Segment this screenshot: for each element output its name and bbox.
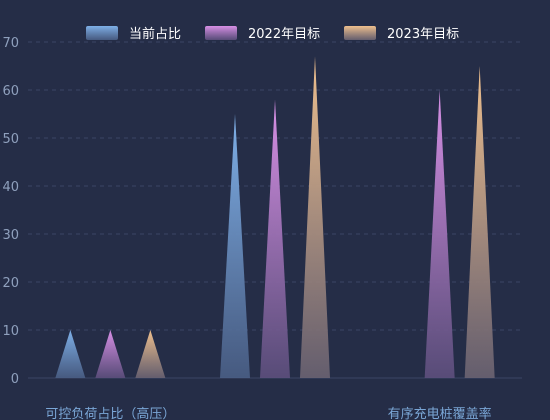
bar-2022年目标-2[interactable]	[424, 90, 455, 378]
y-tick-label: 60	[2, 84, 19, 99]
legend: 当前占比 2022年目标 2023年目标	[86, 26, 459, 42]
legend-swatch[interactable]	[205, 26, 237, 40]
x-category-label: 可控负荷占比（高压）	[45, 406, 175, 420]
y-tick-label: 40	[2, 180, 19, 195]
legend-label[interactable]: 2023年目标	[387, 27, 459, 42]
y-tick-label: 30	[2, 228, 19, 243]
x-axis-labels: 可控负荷占比（高压） 有序充电桩覆盖率	[45, 406, 491, 420]
legend-label[interactable]: 当前占比	[129, 26, 181, 42]
y-tick-label: 20	[2, 276, 19, 291]
y-axis-ticks: 0 10 20 30 40 50 60 70	[2, 36, 19, 387]
bar-layer	[55, 56, 495, 379]
bar-2023年目标-1[interactable]	[300, 56, 330, 379]
y-tick-label: 70	[2, 36, 19, 51]
bar-2023年目标-0[interactable]	[135, 330, 166, 378]
y-tick-label: 50	[2, 132, 19, 147]
bar-2023年目标-2[interactable]	[464, 66, 495, 378]
legend-swatch[interactable]	[86, 26, 118, 40]
x-category-label: 有序充电桩覆盖率	[388, 406, 492, 420]
legend-swatch[interactable]	[344, 26, 376, 40]
y-tick-label: 0	[11, 372, 19, 387]
bar-2022年目标-1[interactable]	[260, 99, 290, 378]
y-tick-label: 10	[2, 324, 19, 339]
bar-2022年目标-0[interactable]	[95, 330, 126, 378]
bar-当前占比-0[interactable]	[55, 330, 86, 378]
bar-当前占比-1[interactable]	[220, 114, 250, 378]
legend-label[interactable]: 2022年目标	[248, 27, 320, 42]
